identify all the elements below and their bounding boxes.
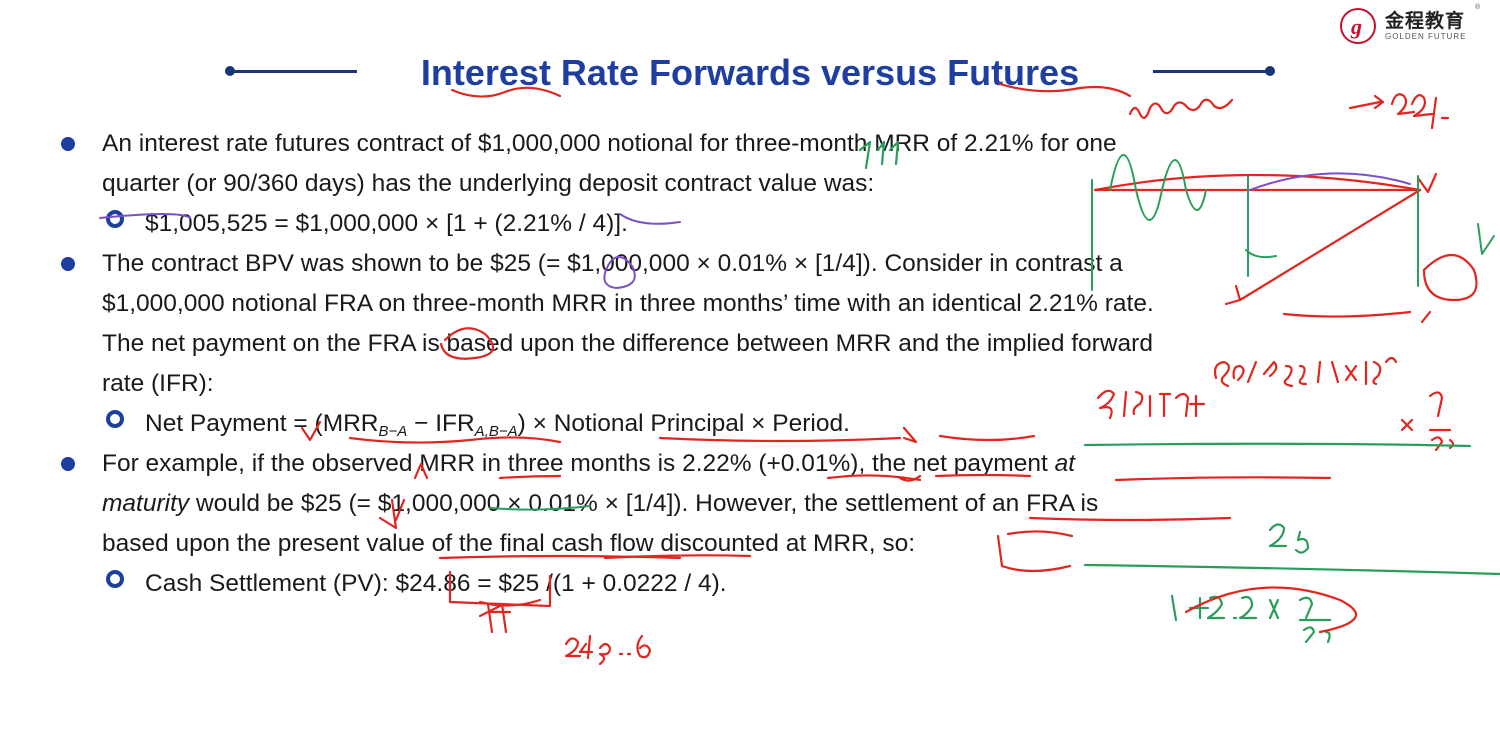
bullet-2-line-4: rate (IFR): xyxy=(102,370,214,397)
bullet-3-line-2: maturity would be $25 (= $1,000,000 × 0.… xyxy=(102,484,1098,524)
bullet-1-sub: $1,005,525 = $1,000,000 × [1 + (2.21% / … xyxy=(145,210,628,237)
bullet-icon xyxy=(61,137,75,151)
logo-chinese-name: 金程教育 xyxy=(1385,11,1466,32)
bullet-1-line-1: An interest rate futures contract of $1,… xyxy=(102,130,1117,157)
sub-bullet-icon xyxy=(106,410,124,428)
bullet-1-line-2: quarter (or 90/360 days) has the underly… xyxy=(102,170,875,197)
net-payment-formula: Net Payment = (MRRB−A − IFRA,B−A) × Noti… xyxy=(145,404,850,452)
brand-logo: g 金程教育 GOLDEN FUTURE ® xyxy=(1340,4,1485,46)
sub-bullet-icon xyxy=(106,570,124,588)
formula-subscript-2: A,B−A xyxy=(474,423,518,440)
logo-badge-icon: g xyxy=(1340,8,1376,44)
bullet-3-line-2-text: would be $25 (= $1,000,000 × 0.01% × [1/… xyxy=(189,490,1099,517)
bullet-3-sub: Cash Settlement (PV): $24.86 = $25 /(1 +… xyxy=(145,570,727,597)
logo-english-name: GOLDEN FUTURE xyxy=(1385,32,1467,41)
bullet-3-line-2-italic: maturity xyxy=(102,490,190,517)
slide-title: Interest Rate Forwards versus Futures xyxy=(420,52,1080,93)
bullet-icon xyxy=(61,457,75,471)
bullet-icon xyxy=(61,257,75,271)
bullet-2-line-3: The net payment on the FRA is based upon… xyxy=(102,330,1153,357)
formula-subscript-1: B−A xyxy=(378,423,408,440)
bullet-2-line-2: $1,000,000 notional FRA on three-month M… xyxy=(102,290,1154,317)
sub-bullet-icon xyxy=(106,210,124,228)
slide-title-bar: Interest Rate Forwards versus Futures xyxy=(225,50,1275,94)
logo-registered-mark: ® xyxy=(1475,4,1481,11)
bullet-3-line-3: based upon the present value of the fina… xyxy=(102,530,916,557)
title-right-dot xyxy=(1265,66,1275,76)
bullet-3-line-1-italic: at xyxy=(1054,450,1075,477)
formula-part-2: − IFR xyxy=(407,410,475,437)
title-left-dot xyxy=(225,66,235,76)
bullet-2-line-1: The contract BPV was shown to be $25 (= … xyxy=(102,250,1123,277)
formula-part-1: Net Payment = (MRR xyxy=(145,410,379,437)
bullet-3-line-1: For example, if the observed MRR in thre… xyxy=(102,444,1075,484)
bullet-3-line-1-text: For example, if the observed MRR in thre… xyxy=(102,450,1055,477)
title-right-line xyxy=(1153,70,1269,73)
title-left-line xyxy=(231,70,357,73)
formula-part-3: ) × Notional Principal × Period. xyxy=(517,410,850,437)
